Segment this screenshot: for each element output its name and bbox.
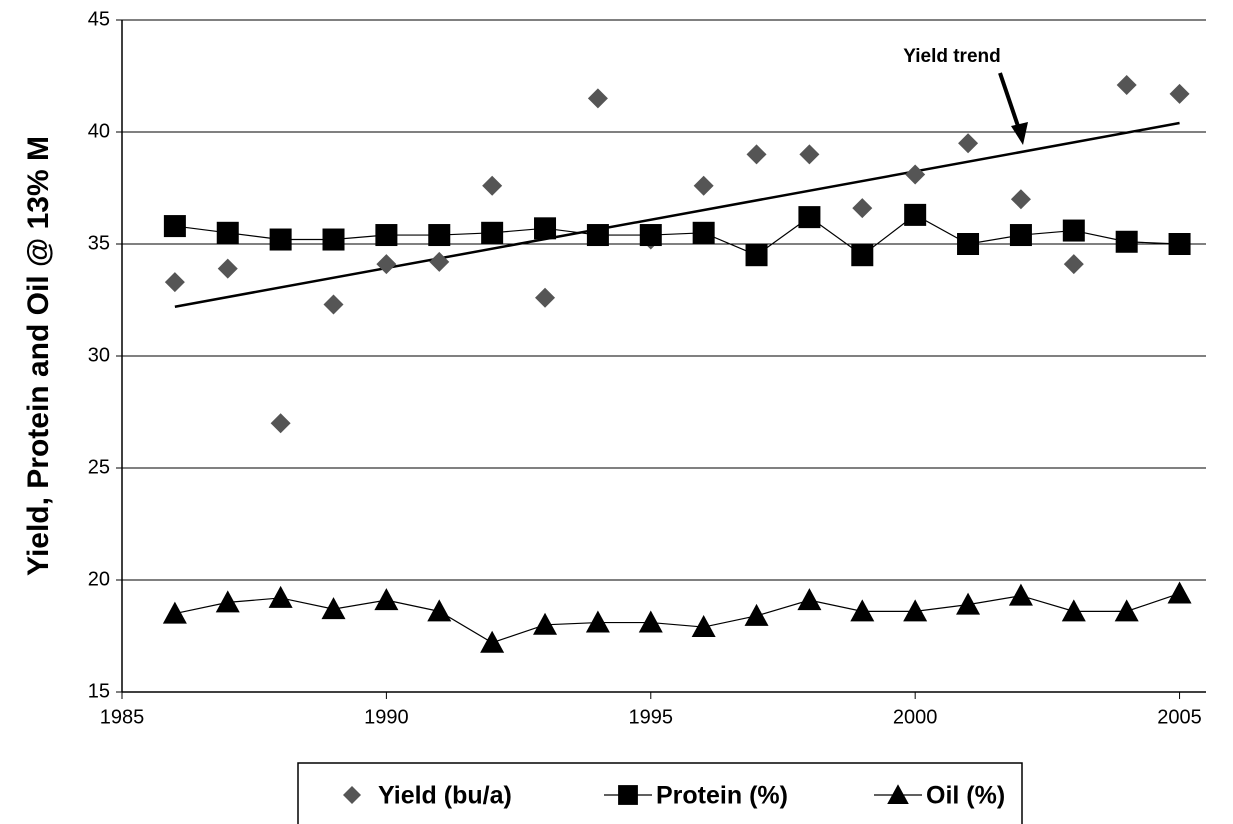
marker bbox=[1062, 219, 1085, 242]
marker bbox=[322, 228, 345, 251]
legend-marker bbox=[618, 785, 638, 805]
marker bbox=[798, 206, 821, 229]
marker bbox=[1008, 583, 1033, 606]
marker bbox=[799, 144, 820, 165]
x-tick-label: 2000 bbox=[893, 706, 938, 728]
marker bbox=[1168, 233, 1191, 255]
marker bbox=[534, 217, 557, 240]
marker bbox=[691, 615, 716, 638]
marker bbox=[269, 228, 292, 251]
y-axis-title: Yield, Protein and Oil @ 13% M bbox=[22, 136, 55, 576]
marker bbox=[428, 224, 451, 247]
legend-label: Protein (%) bbox=[656, 782, 788, 810]
marker bbox=[746, 144, 767, 165]
marker bbox=[587, 88, 608, 109]
marker bbox=[270, 413, 291, 434]
x-tick-label: 1990 bbox=[364, 706, 409, 728]
marker bbox=[1116, 74, 1137, 95]
marker bbox=[321, 597, 346, 620]
marker bbox=[164, 272, 185, 293]
marker bbox=[692, 221, 715, 244]
marker bbox=[850, 599, 875, 622]
marker bbox=[375, 224, 398, 247]
marker bbox=[585, 610, 610, 633]
marker bbox=[693, 175, 714, 196]
marker bbox=[905, 164, 926, 185]
y-tick-label: 30 bbox=[88, 344, 110, 366]
marker bbox=[1169, 83, 1190, 104]
legend-marker bbox=[887, 784, 909, 804]
y-tick-label: 40 bbox=[88, 120, 110, 142]
marker bbox=[745, 244, 768, 267]
y-tick-label: 35 bbox=[88, 232, 110, 254]
marker bbox=[427, 599, 452, 622]
marker bbox=[958, 133, 979, 154]
marker bbox=[904, 203, 927, 226]
marker bbox=[1167, 581, 1192, 604]
marker bbox=[1063, 254, 1084, 275]
marker bbox=[162, 601, 187, 624]
series-line bbox=[174, 592, 1180, 644]
marker bbox=[163, 215, 186, 238]
marker bbox=[957, 233, 980, 255]
x-tick-label: 2005 bbox=[1157, 706, 1202, 728]
y-tick-label: 20 bbox=[88, 568, 110, 590]
marker bbox=[1061, 599, 1086, 622]
y-tick-label: 25 bbox=[88, 456, 110, 478]
marker bbox=[480, 630, 505, 653]
marker bbox=[374, 588, 399, 611]
marker bbox=[533, 612, 558, 635]
legend-label: Yield (bu/a) bbox=[378, 782, 512, 810]
marker bbox=[852, 198, 873, 219]
marker bbox=[215, 590, 240, 613]
annotation: Yield trend bbox=[903, 46, 1000, 67]
y-tick-label: 45 bbox=[88, 8, 110, 30]
marker bbox=[639, 224, 662, 247]
marker bbox=[481, 221, 504, 244]
marker bbox=[216, 221, 239, 244]
marker bbox=[1009, 224, 1032, 247]
marker bbox=[376, 254, 397, 275]
x-tick-label: 1985 bbox=[100, 706, 145, 728]
marker bbox=[535, 287, 556, 308]
marker bbox=[217, 258, 238, 279]
legend-label: Oil (%) bbox=[926, 782, 1005, 810]
marker bbox=[744, 603, 769, 626]
marker bbox=[268, 585, 293, 608]
marker bbox=[638, 610, 663, 633]
annotation-arrowhead bbox=[1011, 122, 1028, 145]
marker bbox=[429, 251, 450, 272]
y-tick-label: 15 bbox=[88, 680, 110, 702]
marker bbox=[851, 244, 874, 267]
annotation-arrow bbox=[998, 72, 1022, 133]
marker bbox=[482, 175, 503, 196]
marker bbox=[1114, 599, 1139, 622]
marker bbox=[797, 588, 822, 611]
marker bbox=[903, 599, 928, 622]
marker bbox=[1010, 189, 1031, 210]
trend-line bbox=[174, 121, 1180, 308]
marker bbox=[956, 592, 981, 615]
marker bbox=[586, 224, 609, 247]
marker bbox=[1115, 230, 1138, 253]
legend-marker bbox=[343, 786, 361, 804]
marker bbox=[323, 294, 344, 315]
x-tick-label: 1995 bbox=[629, 706, 674, 728]
